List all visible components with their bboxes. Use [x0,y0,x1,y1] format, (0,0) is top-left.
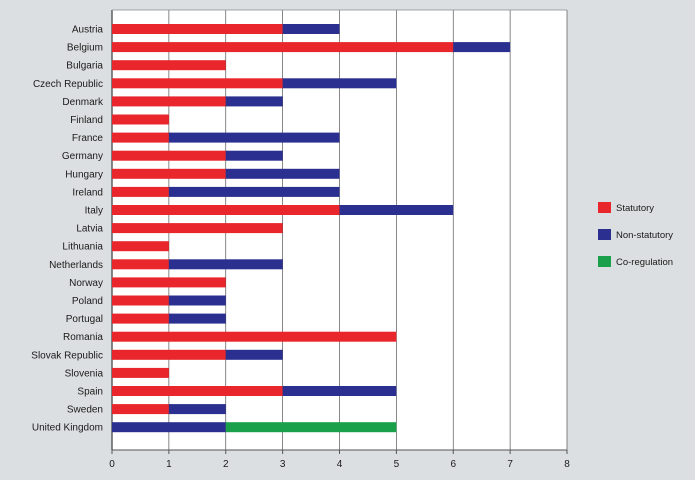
category-label: Norway [69,278,103,289]
bar-1-4 [225,96,283,107]
category-label: Slovenia [65,368,104,379]
category-label: United Kingdom [32,423,103,434]
bar-1-16 [168,313,226,324]
category-label: Bulgaria [66,61,103,72]
bar-1-15 [168,295,226,306]
x-tick-label: 5 [394,459,400,470]
bar-1-3 [282,78,397,89]
category-label: Ireland [72,187,103,198]
category-label: Belgium [67,43,103,54]
category-label: Spain [77,387,103,398]
category-label: Slovak Republic [31,350,103,361]
legend-label: Non-statutory [616,230,673,241]
legend-swatch [598,256,611,267]
bar-0-3 [112,78,283,89]
bar-0-6 [112,132,169,143]
x-axis: 0 1 2 3 4 5 6 7 8 [109,450,570,470]
bar-0-7 [112,150,226,161]
legend-label: Co-regulation [616,257,673,268]
bars [112,24,511,433]
bar-0-17 [112,331,397,342]
x-tick-label: 7 [507,459,513,470]
bar-0-13 [112,259,169,270]
bar-0-15 [112,295,169,306]
bar-1-1 [453,42,511,53]
bar-0-16 [112,313,169,324]
bar-1-13 [168,259,283,270]
bar-0-5 [112,114,169,125]
bar-1-9 [168,186,340,197]
category-label: Portugal [66,314,103,325]
bar-0-4 [112,96,226,107]
bar-0-10 [112,205,340,215]
bar-0-2 [112,60,226,71]
category-labels: Austria Belgium Bulgaria Czech Republic Denm… [31,25,104,434]
x-tick-label: 6 [450,459,456,470]
bar-1-20 [282,386,397,396]
category-label: France [72,133,104,144]
bar-0-9 [112,186,169,197]
legend: Statutory Non-statutory Co-regulation [598,202,673,268]
category-label: Czech Republic [33,79,103,90]
bar-2-22 [225,422,397,433]
bar-1-18 [225,349,283,360]
category-label: Hungary [65,169,103,180]
x-tick-label: 0 [109,459,115,470]
bar-0-12 [112,241,169,252]
bar-0-1 [112,42,454,53]
bar-1-6 [168,132,340,143]
bar-1-0 [282,24,340,34]
bar-1-10 [339,205,454,215]
bar-0-14 [112,277,226,288]
category-label: Lithuania [62,242,103,253]
bar-0-8 [112,168,226,179]
bar-0-11 [112,223,283,234]
bar-1-7 [225,150,283,161]
legend-swatch [598,202,611,213]
bar-1-8 [225,168,340,179]
bar-1-22 [112,422,226,433]
bar-1-21 [168,404,226,415]
category-label: Latvia [76,224,103,235]
bar-0-18 [112,349,226,360]
category-label: Denmark [62,97,104,108]
bar-0-20 [112,386,283,396]
x-tick-label: 3 [280,459,286,470]
bar-0-19 [112,367,169,378]
legend-label: Statutory [616,203,654,214]
x-tick-label: 2 [223,459,229,470]
category-label: Italy [85,206,103,217]
category-label: Sweden [67,405,103,416]
bar-0-0 [112,24,283,34]
bar-0-21 [112,404,169,415]
x-tick-label: 8 [564,459,570,470]
category-label: Romania [63,332,103,343]
category-label: Austria [72,25,104,36]
category-label: Finland [70,115,103,126]
category-label: Netherlands [49,260,103,271]
legend-swatch [598,229,611,240]
x-tick-label: 4 [337,459,343,470]
category-label: Germany [62,151,103,162]
x-tick-label: 1 [166,459,172,470]
category-label: Poland [72,296,103,307]
